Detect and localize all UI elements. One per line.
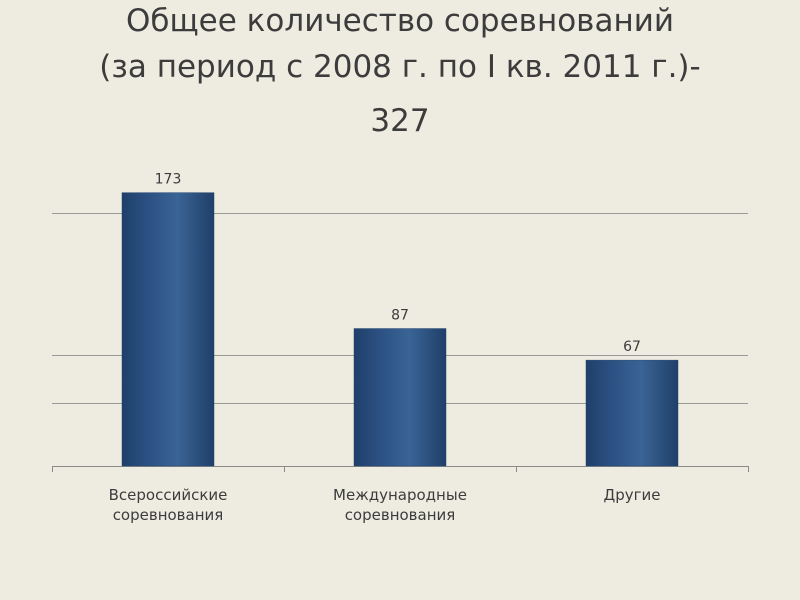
category-label-2-line-1: Международные <box>333 486 467 504</box>
title-line-1: Общее количество соревнований <box>125 3 675 39</box>
category-label-1-line-2: соревнования <box>113 506 224 524</box>
category-label-2-line-2: соревнования <box>345 506 456 524</box>
data-label-3: 67 <box>623 339 641 355</box>
data-label-1: 173 <box>155 172 182 188</box>
bar-1 <box>121 192 215 467</box>
category-label-3-line-1: Другие <box>604 486 661 504</box>
data-label-2: 87 <box>391 308 409 324</box>
bar-2 <box>353 328 447 467</box>
bar-3 <box>585 359 679 467</box>
title-line-3: 327 <box>370 103 430 139</box>
category-label-1-line-1: Всероссийские <box>109 486 228 504</box>
title-line-2: (за период с 2008 г. по I кв. 2011 г.)- <box>99 49 701 85</box>
